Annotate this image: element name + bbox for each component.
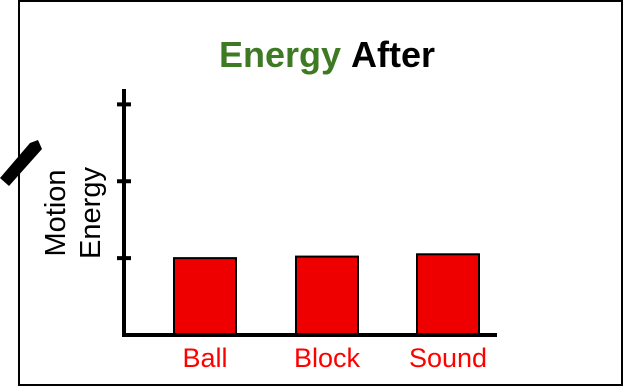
y-axis-label: Motion — [40, 169, 72, 256]
y-axis-label-2: Energy — [75, 167, 107, 259]
bar-sound — [416, 253, 480, 336]
chart-title-word-after: After — [351, 34, 435, 75]
chart-title-space — [341, 34, 351, 75]
chart-title-word-energy: Energy — [219, 34, 341, 75]
bar-block — [295, 255, 359, 336]
bar-ball — [173, 257, 237, 336]
x-tick-label-block: Block — [294, 343, 361, 373]
pointer-stroke — [0, 140, 42, 186]
x-tick-label-ball: Ball — [182, 343, 227, 373]
chart-title: Energy After — [219, 34, 435, 75]
x-tick-label-sound: Sound — [409, 343, 487, 373]
x-label-group: Ball Block Sound — [182, 343, 487, 373]
y-tick-group — [117, 102, 131, 261]
bar-group — [173, 253, 480, 336]
y-axis-label-line-2: Energy — [75, 167, 107, 259]
y-axis-label-line-1: Motion — [40, 169, 72, 256]
